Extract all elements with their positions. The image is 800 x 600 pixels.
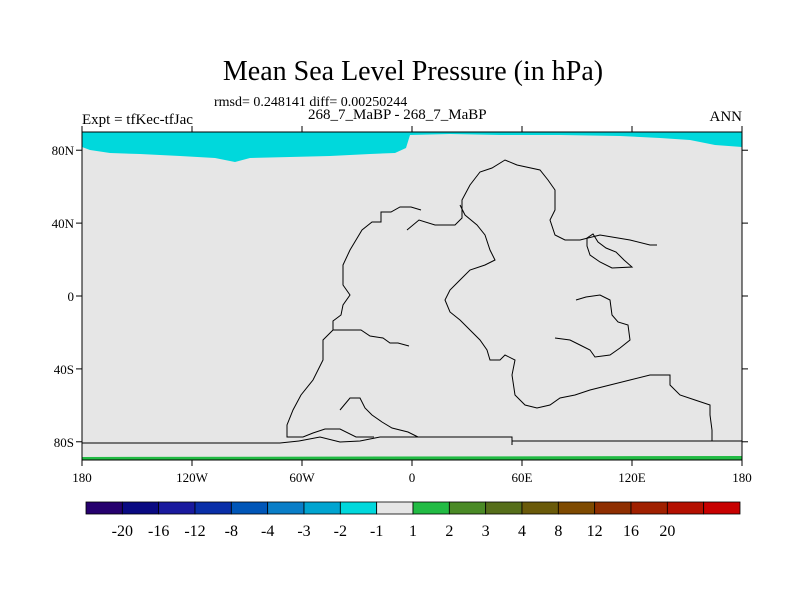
y-tick-label: 80S	[54, 435, 74, 450]
x-tick-label: 120E	[618, 470, 646, 485]
colorbar-box	[303, 501, 341, 515]
season-label: ANN	[709, 109, 743, 125]
southern-coastline-outline	[82, 440, 300, 444]
arctic-anomaly-region	[82, 132, 742, 162]
colorbar-box	[158, 501, 196, 515]
colorbar-box	[85, 501, 123, 515]
south-america-outline	[286, 329, 374, 438]
colorbar-box	[703, 501, 741, 515]
north-america-outline	[332, 206, 422, 347]
colorbar-label: -20	[112, 523, 133, 540]
colorbar-box	[194, 501, 232, 515]
colorbar-box	[521, 501, 559, 515]
x-tick-label: 180	[72, 470, 92, 485]
colorbar-label: -4	[261, 523, 274, 540]
antarctic-anomaly-region	[82, 456, 742, 460]
colorbar-label: 8	[554, 523, 562, 540]
colorbar-box	[485, 501, 523, 515]
colorbar-box	[557, 501, 596, 515]
x-tick-label: 180	[732, 470, 752, 485]
island-outline	[554, 294, 631, 358]
x-tick-label: 60W	[289, 470, 315, 485]
map-background	[82, 132, 742, 460]
colorbar-label: 12	[587, 523, 603, 540]
colorbar-label: 3	[482, 523, 490, 540]
inland-sea-outline	[586, 233, 634, 269]
y-tick-label: 0	[68, 289, 75, 304]
axis-ticks: 180 120W 60W 0 60E 120E 180 80N 40N 0 40S 80S	[52, 126, 752, 485]
colorbar-box	[594, 501, 632, 515]
y-tick-label: 80N	[52, 143, 75, 158]
colorbar-box	[339, 501, 378, 515]
colorbar-label: 1	[409, 523, 417, 540]
colorbar-label: 2	[445, 523, 453, 540]
colorbar-label: -12	[184, 523, 205, 540]
colorbar-label: 16	[623, 523, 639, 540]
chart-subtitle: 268_7_MaBP - 268_7_MaBP	[308, 107, 487, 123]
colorbar-box	[376, 501, 414, 515]
experiment-label: Expt = tfKec-tfJac	[82, 112, 193, 128]
colorbar-box	[412, 501, 450, 515]
central-landmass-outline	[444, 204, 742, 442]
colorbar-label: -16	[148, 523, 169, 540]
y-tick-label: 40S	[54, 362, 74, 377]
colorbar-label: 4	[518, 523, 526, 540]
y-tick-label: 40N	[52, 216, 75, 231]
colorbar-label: -3	[297, 523, 310, 540]
colorbar-box	[666, 501, 705, 515]
x-tick-label: 60E	[512, 470, 533, 485]
colorbar-box	[267, 501, 305, 515]
small-island-outline	[339, 397, 419, 438]
colorbar-box	[448, 501, 487, 515]
colorbar-label: -2	[334, 523, 347, 540]
stats-text: rmsd= 0.248141 diff= 0.00250244	[214, 95, 408, 110]
colorbar-label: -8	[225, 523, 238, 540]
continent-outlines	[82, 159, 742, 445]
colorbar: -20 -16 -12 -8 -4 -3 -2 -1 1 2 3 4 8 12 16 20	[85, 501, 741, 540]
x-tick-label: 0	[409, 470, 416, 485]
colorbar-box	[630, 501, 668, 515]
colorbar-label: 20	[659, 523, 675, 540]
colorbar-box	[230, 501, 269, 515]
southern-arc-outline	[298, 436, 513, 445]
x-tick-label: 120W	[176, 470, 209, 485]
colorbar-label: -1	[370, 523, 383, 540]
chart-title: Mean Sea Level Pressure (in hPa)	[222, 56, 604, 87]
colorbar-box	[121, 501, 160, 515]
